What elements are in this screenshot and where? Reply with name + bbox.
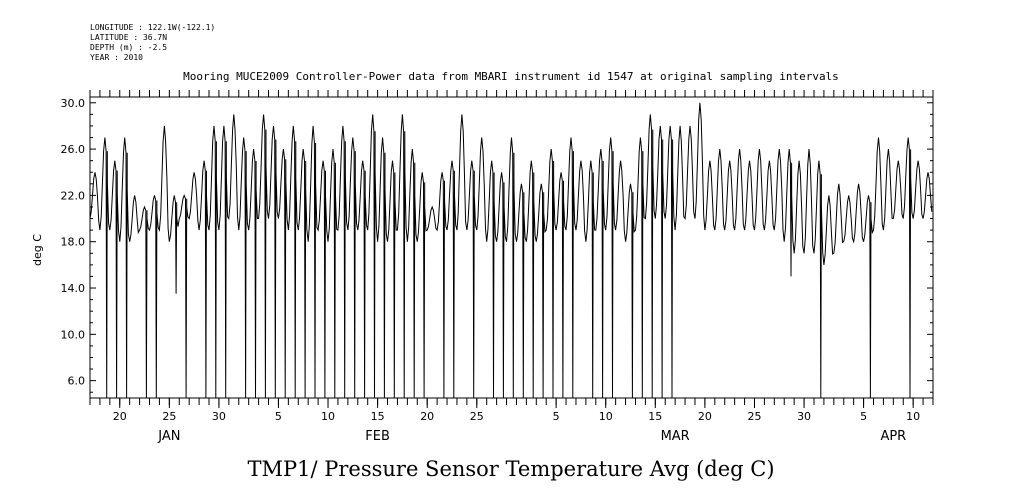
y-tick-label: 22.0 (61, 189, 86, 202)
x-tick-label: 10 (321, 410, 335, 423)
latitude-label: LATITUDE : 36.7N (90, 33, 167, 42)
y-tick-label: 26.0 (61, 143, 86, 156)
x-tick-label: 10 (906, 410, 920, 423)
series-line-tmp1 (89, 102, 933, 399)
y-tick-label: 10.0 (61, 328, 86, 341)
x-tick-label: 20 (113, 410, 127, 423)
plot-area: 6.010.014.018.022.026.030.0 20 25 30 5 10 15 2… (61, 90, 934, 444)
x-tick-label: 15 (648, 410, 662, 423)
x-tick-label: 25 (470, 410, 484, 423)
x-tick-label: 25 (747, 410, 761, 423)
y-axis: 6.0 10.0 14.0 18.0 22.0 26.0 30.0 (61, 97, 933, 393)
x-tick-label: 5 (553, 410, 560, 423)
x-axis: 20 25 30 5 10 15 20 25 5 10 15 20 25 30 5 10 JAN FEB MAR AP… (89, 90, 934, 444)
longitude-label: LONGITUDE : 122.1W(-122.1) (90, 23, 215, 32)
x-tick-label: 15 (371, 410, 385, 423)
depth-label: DEPTH (m) : -2.5 (90, 43, 167, 52)
x-tick-label: 30 (797, 410, 811, 423)
x-tick-label: 20 (420, 410, 434, 423)
plot-frame (89, 96, 934, 399)
chart-title: TMP1/ Pressure Sensor Temperature Avg (d… (247, 457, 774, 481)
year-label: YEAR : 2010 (90, 53, 143, 62)
x-tick-label: 30 (212, 410, 226, 423)
x-month-label: MAR (661, 429, 690, 444)
y-tick-label: 14.0 (61, 282, 86, 295)
y-tick-label: 6.0 (68, 375, 86, 388)
x-month-label: APR (880, 429, 906, 444)
x-tick-label: 5 (275, 410, 282, 423)
x-tick-label: 5 (860, 410, 867, 423)
x-tick-label: 25 (162, 410, 176, 423)
x-tick-label: 10 (599, 410, 613, 423)
chart-header-title: Mooring MUCE2009 Controller-Power data f… (183, 70, 839, 83)
x-month-label: FEB (365, 429, 390, 444)
x-tick-label: 20 (698, 410, 712, 423)
series-group (89, 102, 933, 399)
y-axis-label: deg C (31, 234, 44, 266)
x-month-label: JAN (157, 429, 180, 444)
y-tick-label: 18.0 (61, 236, 86, 249)
y-tick-label: 30.0 (61, 97, 86, 110)
